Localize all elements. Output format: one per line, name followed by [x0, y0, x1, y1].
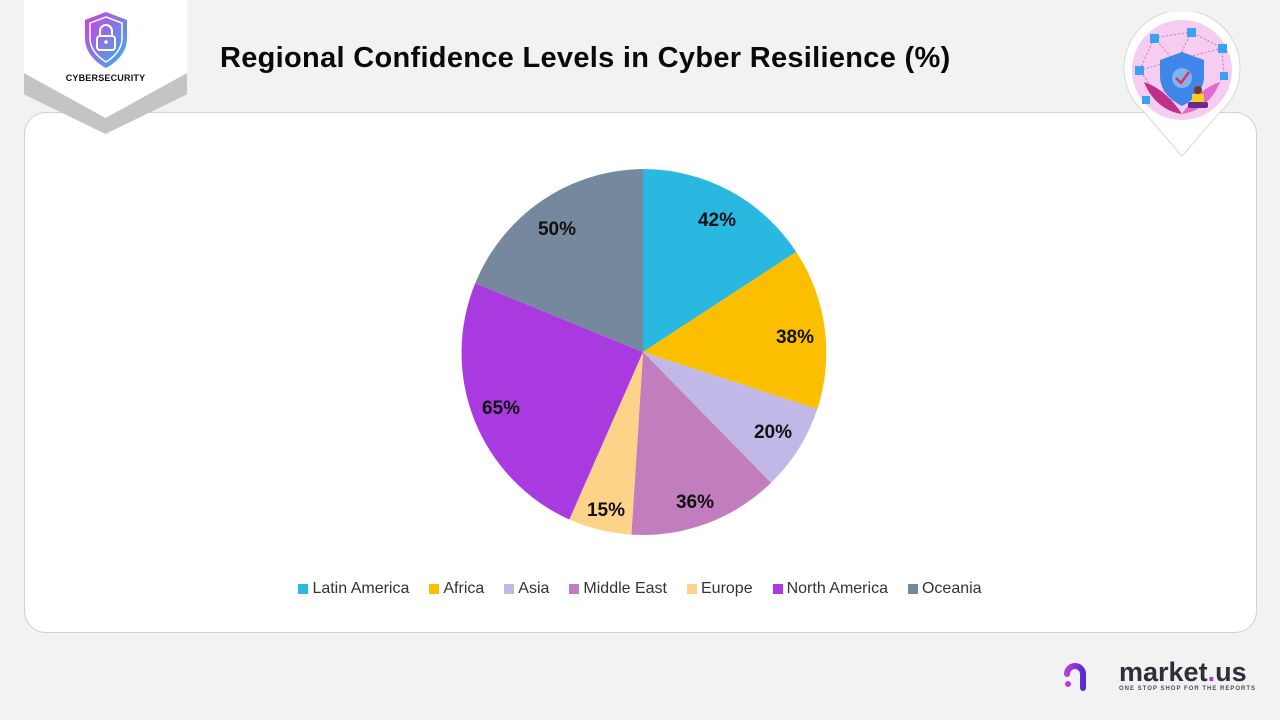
- label-oceania: 50%: [538, 219, 576, 240]
- legend-swatch: [687, 584, 697, 594]
- legend-item-oceania[interactable]: Oceania: [907, 580, 982, 598]
- shield-lock-icon: [85, 12, 127, 68]
- slice-north-america[interactable]: [461, 283, 643, 520]
- label-europe: 15%: [587, 500, 625, 521]
- legend-swatch: [429, 584, 440, 594]
- pie-chart: 42% 38% 20% 36% 15% 65% 50%: [461, 169, 827, 535]
- brand-tagline: ONE STOP SHOP FOR THE REPORTS: [1119, 685, 1257, 692]
- chart-legend: Latin America Africa Asia Middle East Eu…: [0, 580, 1280, 598]
- badge-label: CYBERSECURITY: [65, 73, 146, 83]
- market-us-logo: market.us ONE STOP SHOP FOR THE REPORTS: [1063, 658, 1256, 692]
- legend-label: Asia: [518, 580, 550, 597]
- legend-swatch: [298, 584, 309, 594]
- label-north-america: 65%: [482, 398, 520, 419]
- legend-swatch: [907, 584, 918, 594]
- market-us-logo-icon: [1064, 661, 1108, 691]
- label-asia: 20%: [754, 422, 792, 443]
- legend-item-asia[interactable]: Asia: [504, 580, 549, 598]
- legend-item-europe[interactable]: Europe: [687, 580, 753, 598]
- slice-africa[interactable]: [643, 251, 827, 410]
- legend-label: Europe: [701, 580, 753, 597]
- legend-swatch: [569, 584, 580, 594]
- legend-item-latin-america[interactable]: Latin America: [298, 580, 409, 598]
- slice-asia[interactable]: [643, 352, 818, 483]
- brand-name: market.us: [1119, 656, 1247, 687]
- legend-item-north-america[interactable]: North America: [772, 580, 888, 598]
- legend-label: Middle East: [583, 580, 667, 597]
- cyber-illustration-pin: [1123, 12, 1241, 157]
- legend-label: Latin America: [312, 580, 410, 597]
- slice-latin-america[interactable]: [643, 169, 797, 352]
- legend-label: Oceania: [921, 580, 982, 597]
- slice-middle-east[interactable]: [631, 352, 771, 535]
- label-latin-america: 42%: [698, 210, 736, 231]
- legend-swatch: [772, 584, 783, 594]
- slice-oceania[interactable]: [475, 169, 643, 352]
- chart-title: Regional Confidence Levels in Cyber Resi…: [220, 42, 951, 74]
- legend-item-middle-east[interactable]: Middle East: [569, 580, 667, 598]
- legend-label: North America: [786, 580, 888, 597]
- label-africa: 38%: [776, 327, 814, 348]
- legend-label: Africa: [443, 580, 485, 597]
- slice-europe[interactable]: [569, 352, 643, 535]
- legend-item-africa[interactable]: Africa: [429, 580, 484, 598]
- label-middle-east: 36%: [676, 492, 714, 513]
- legend-swatch: [504, 584, 515, 594]
- cybersecurity-badge: CYBERSECURITY: [24, 0, 187, 134]
